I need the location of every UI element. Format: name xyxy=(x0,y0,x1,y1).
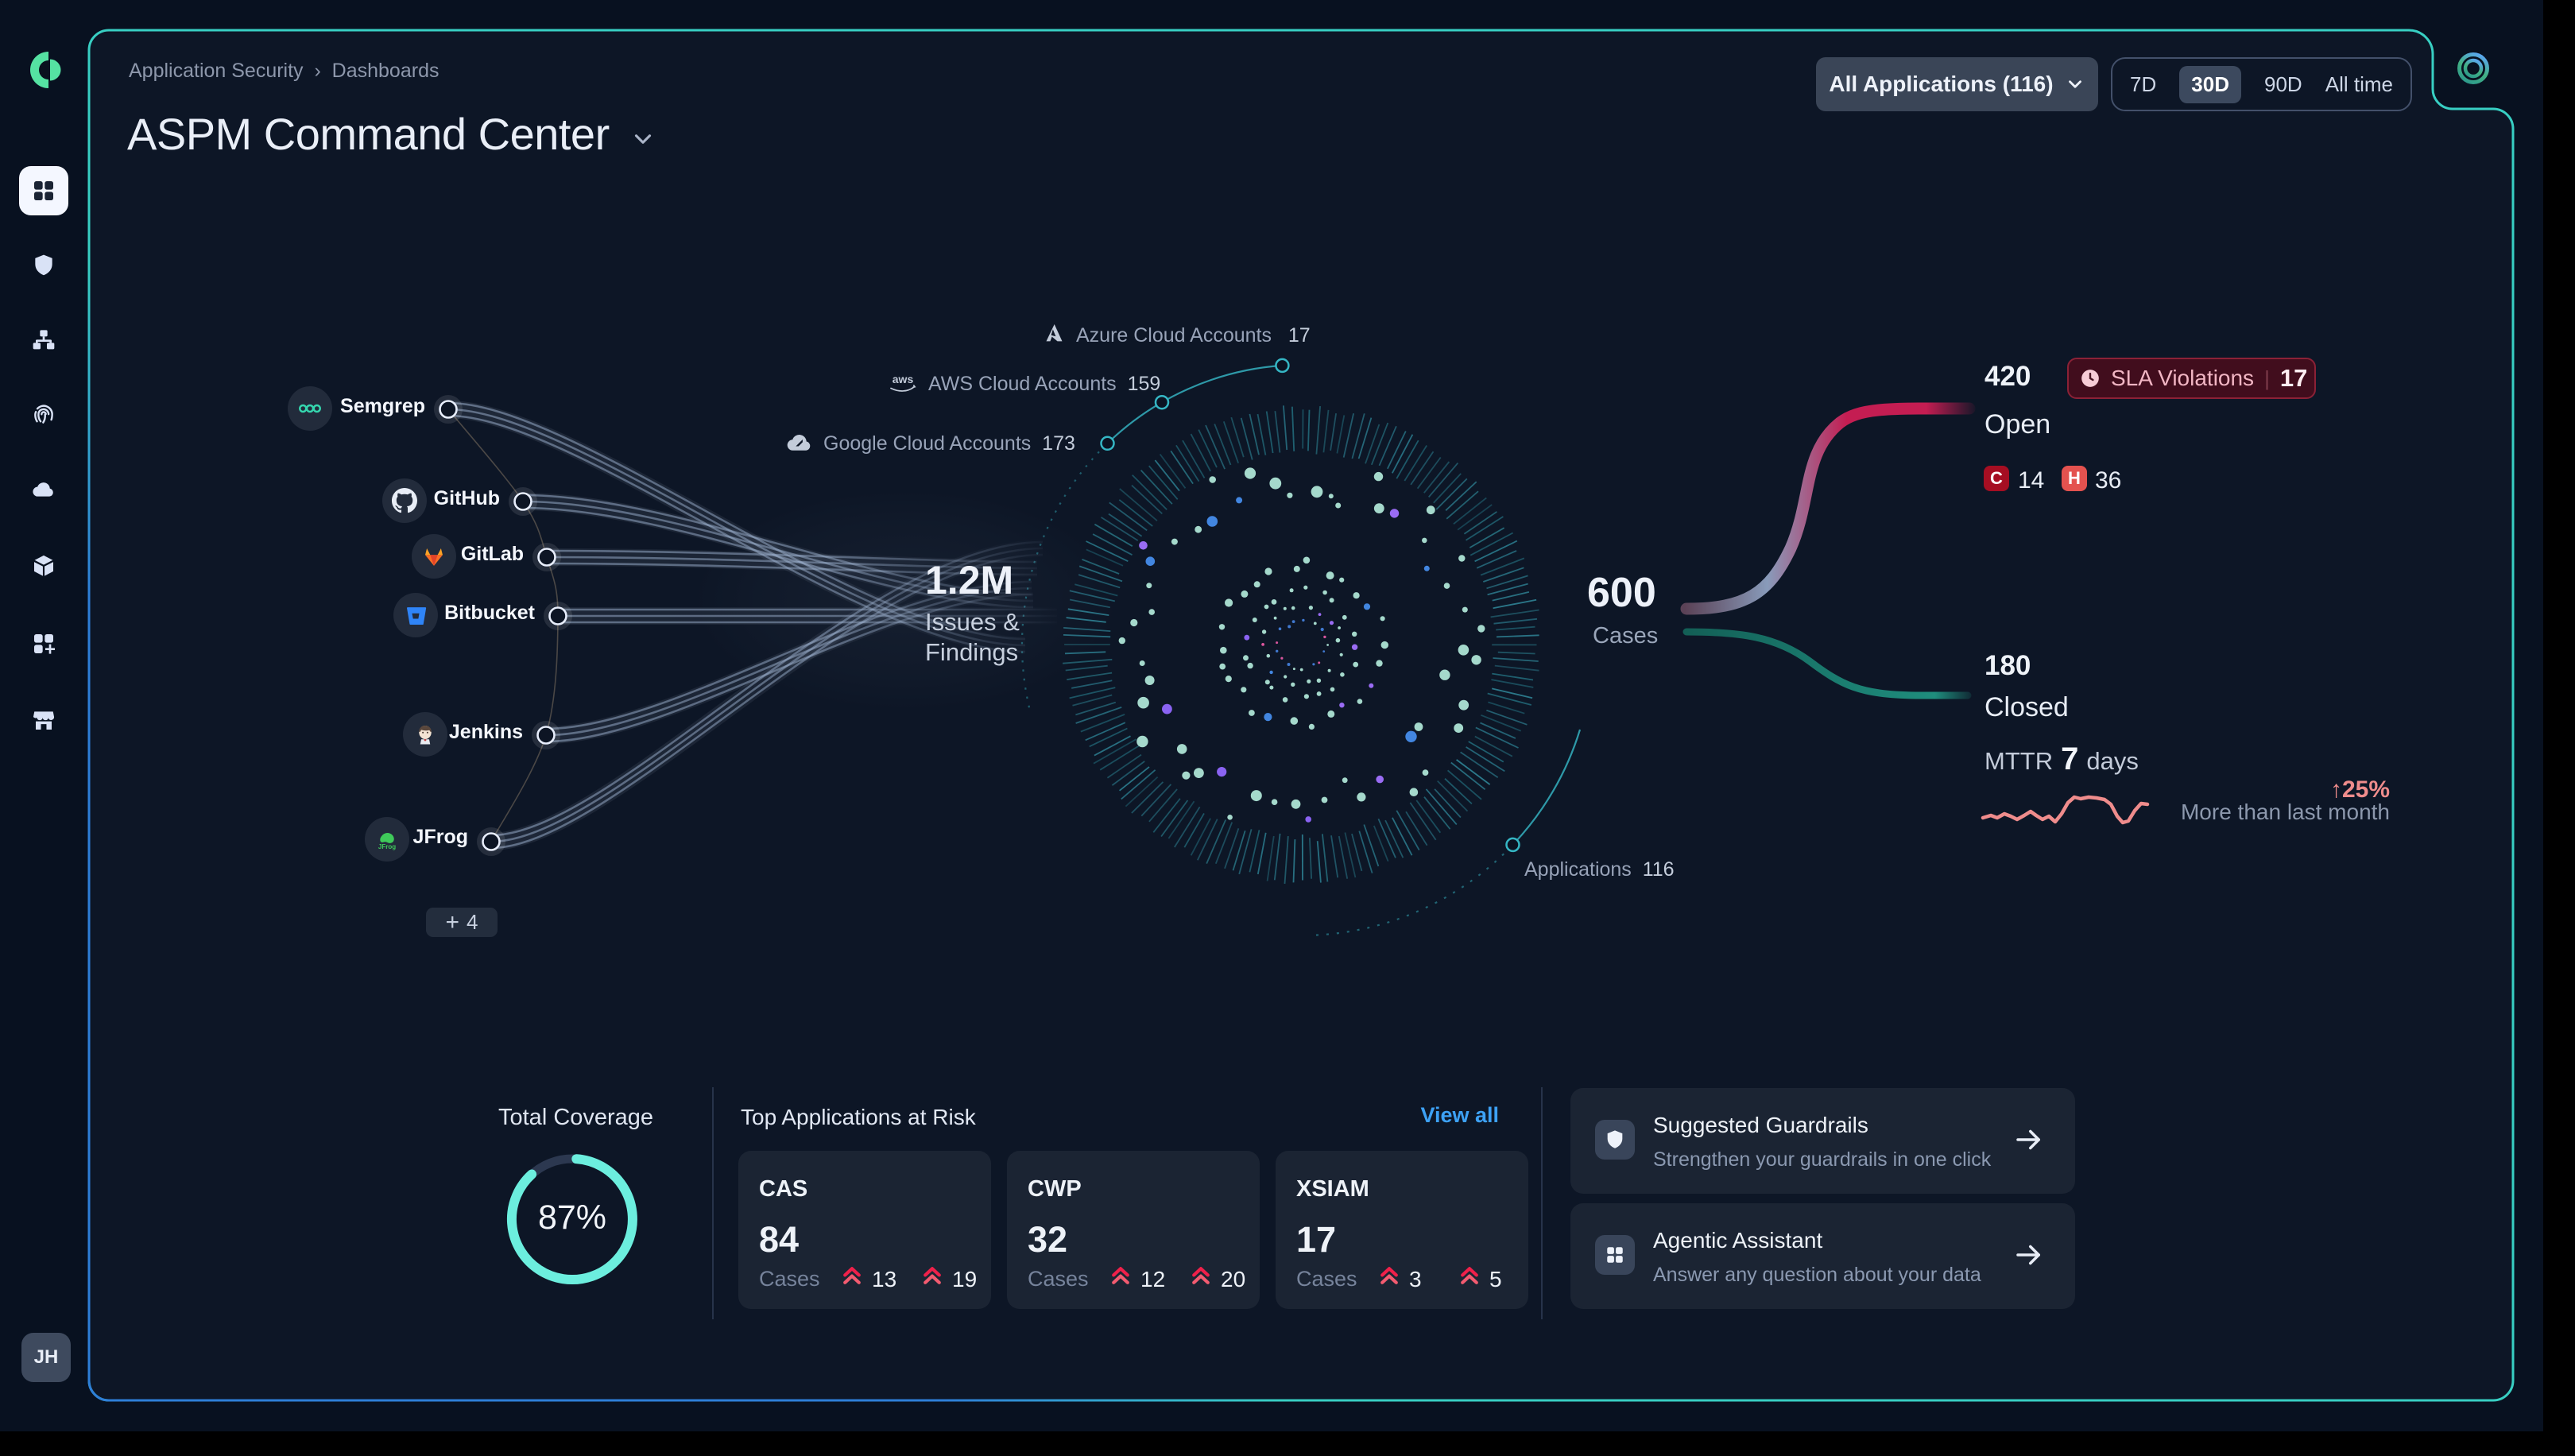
svg-text:aws: aws xyxy=(893,373,914,385)
svg-text:JFrog: JFrog xyxy=(378,843,396,850)
